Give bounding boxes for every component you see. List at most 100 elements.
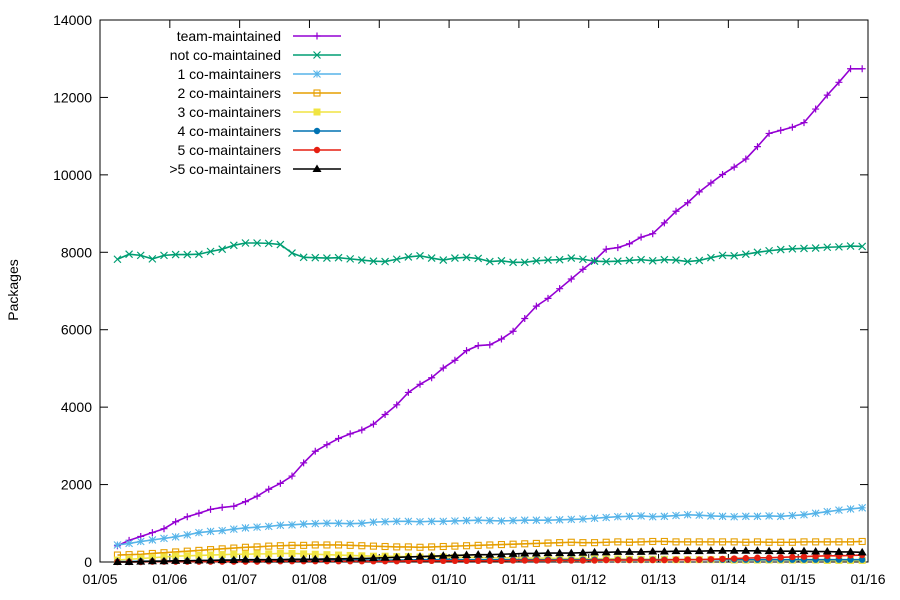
data-point	[637, 255, 646, 264]
data-point	[265, 485, 273, 493]
x-tick-label: 01/12	[571, 571, 606, 587]
data-point	[719, 555, 726, 563]
data-point	[334, 541, 343, 549]
legend-label: 1 co-maintainers	[178, 66, 282, 82]
data-point	[637, 538, 645, 546]
data-point	[568, 557, 575, 564]
data-point	[741, 546, 751, 554]
x-tick-label: 01/06	[152, 571, 187, 587]
x-tick-label: 01/13	[641, 571, 676, 587]
data-point	[428, 374, 436, 382]
data-point	[753, 248, 762, 257]
data-point	[474, 342, 482, 350]
y-tick-label: 4000	[61, 399, 92, 415]
data-point	[684, 556, 691, 563]
legend-label: not co-maintained	[170, 47, 281, 63]
data-point	[718, 538, 727, 546]
y-tick-label: 0	[84, 554, 92, 570]
data-point	[626, 556, 633, 564]
data-point	[218, 245, 227, 254]
data-point	[218, 551, 226, 559]
data-point	[800, 244, 808, 253]
data-point	[368, 553, 378, 562]
data-point	[800, 510, 808, 519]
data-point	[637, 556, 645, 564]
data-point	[125, 539, 133, 548]
data-point	[148, 254, 157, 263]
data-point	[427, 551, 437, 560]
data-point	[544, 516, 552, 525]
data-point	[544, 557, 552, 564]
data-point	[800, 119, 808, 127]
legend-label: team-maintained	[177, 28, 281, 44]
data-point	[509, 557, 517, 564]
data-point	[695, 538, 703, 546]
data-point	[509, 327, 517, 335]
data-point	[672, 511, 680, 520]
data-point	[555, 515, 564, 524]
data-point	[614, 244, 622, 252]
data-point	[602, 556, 610, 564]
data-point	[229, 525, 238, 533]
data-point	[543, 548, 553, 557]
axes: 0 2000 4000 6000 8000 10000 12000 14000 01/05 01/…	[53, 12, 886, 587]
data-point	[812, 105, 820, 113]
data-point	[532, 539, 540, 547]
data-point	[357, 256, 366, 264]
data-point	[299, 554, 309, 563]
data-point	[520, 548, 530, 557]
data-point	[707, 512, 715, 520]
data-point	[497, 541, 506, 549]
data-point	[648, 256, 657, 265]
data-point	[812, 552, 819, 560]
data-point	[217, 555, 227, 564]
legend-item: team-maintained	[177, 28, 341, 44]
data-point	[450, 254, 459, 263]
data-point	[822, 547, 832, 555]
data-point	[613, 512, 622, 521]
data-point	[777, 538, 785, 546]
data-point	[463, 557, 470, 565]
data-point	[451, 542, 459, 550]
data-point	[695, 256, 704, 265]
data-point	[741, 512, 750, 521]
data-point	[601, 547, 611, 556]
data-point	[323, 519, 331, 528]
data-point	[811, 547, 821, 555]
data-point	[474, 541, 482, 549]
data-point	[486, 557, 494, 565]
data-point	[392, 517, 401, 526]
data-point	[752, 546, 762, 554]
data-point	[835, 78, 843, 86]
data-point	[579, 265, 587, 273]
data-point	[823, 507, 832, 516]
data-point	[427, 517, 436, 526]
data-point	[195, 509, 203, 517]
data-point	[812, 538, 820, 546]
data-point	[486, 341, 494, 349]
data-point	[240, 555, 250, 563]
data-point	[764, 546, 774, 555]
data-point	[229, 555, 239, 564]
data-point	[613, 547, 623, 555]
data-point	[357, 519, 366, 528]
data-point	[358, 426, 366, 434]
data-point	[776, 546, 786, 555]
data-point	[544, 256, 552, 264]
legend-marker	[313, 70, 321, 78]
series-line	[117, 67, 863, 547]
data-point	[520, 516, 529, 525]
data-point	[288, 520, 296, 529]
data-point	[334, 519, 343, 528]
data-point	[858, 503, 867, 512]
legend-marker	[313, 127, 321, 135]
data-point	[195, 551, 203, 559]
series-5-co-maintainers	[112, 546, 867, 565]
y-tick-label: 12000	[53, 89, 92, 105]
data-point	[335, 435, 343, 443]
data-point	[311, 253, 320, 262]
data-point	[718, 512, 727, 521]
data-point	[567, 275, 575, 283]
data-point	[253, 550, 261, 558]
data-point	[730, 555, 738, 562]
